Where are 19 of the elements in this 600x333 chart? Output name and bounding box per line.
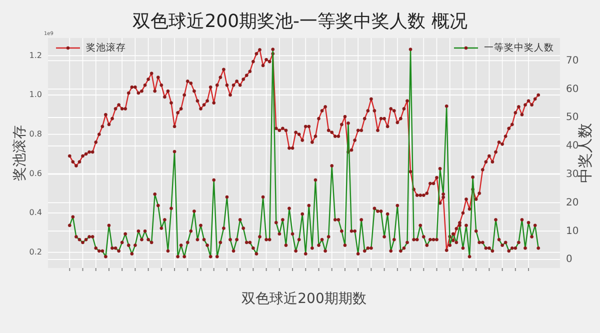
y-tick-label: 1.0 xyxy=(29,90,42,100)
y2-tick-label: 30 xyxy=(566,169,579,180)
y2-tick-label: 70 xyxy=(566,55,579,66)
y-axis-title: 奖池滚存 xyxy=(12,125,28,181)
x-axis-title: 双色球近200期期数 xyxy=(242,291,366,307)
y-tick-label: 0.2 xyxy=(29,247,42,256)
y-tick-label: 1.2 xyxy=(29,50,42,60)
legend-label: 一等奖中奖人数 xyxy=(484,42,554,54)
chart-title: 双色球近200期奖池-一等奖中奖人数 概况 xyxy=(132,11,468,32)
y-tick-label: 0.8 xyxy=(29,130,42,139)
y2-tick-label: 10 xyxy=(566,226,579,237)
y-tick-label: 0.4 xyxy=(29,208,42,218)
y2-tick-label: 20 xyxy=(566,197,579,208)
y2-tick-label: 50 xyxy=(566,112,579,124)
y2-tick-label: 60 xyxy=(566,84,579,95)
legend-label: 奖池滚存 xyxy=(86,42,126,54)
y-tick-label: 0.6 xyxy=(29,168,42,178)
y2-tick-label: 40 xyxy=(566,140,579,152)
y2-tick-label: 0 xyxy=(566,254,572,266)
